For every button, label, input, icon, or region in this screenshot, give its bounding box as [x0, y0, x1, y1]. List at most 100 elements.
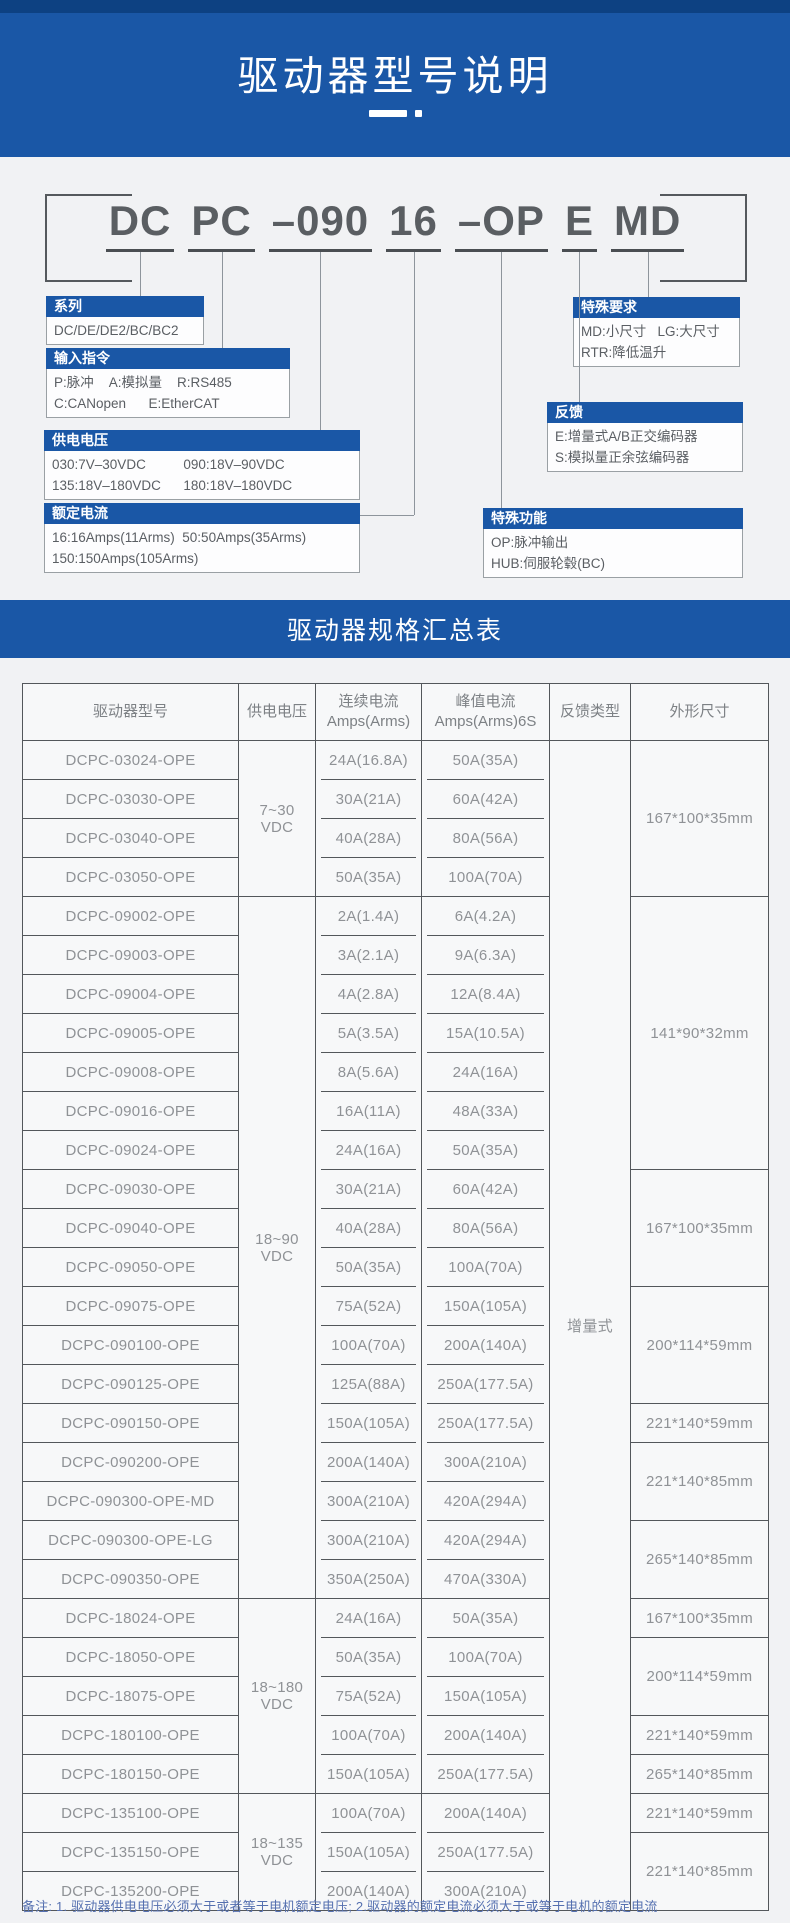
top-banner — [0, 13, 790, 157]
cell-model: DCPC-09040-OPE — [23, 1209, 239, 1248]
cell-peak-current: 420A(294A) — [422, 1482, 550, 1521]
callout-input-command-body: P:脉冲 A:模拟量 R:RS485 C:CANopen E:EtherCAT — [46, 369, 290, 418]
top-dark-strip — [0, 0, 790, 13]
cell-model: DCPC-135100-OPE — [23, 1794, 239, 1833]
model-token-1: PC — [188, 197, 255, 253]
cell-continuous-current: 8A(5.6A) — [316, 1053, 422, 1092]
cell-model: DCPC-03050-OPE — [23, 858, 239, 897]
cell-continuous-current: 100A(70A) — [316, 1794, 422, 1833]
callout-feedback-title: 反馈 — [547, 402, 743, 423]
cell-model: DCPC-18050-OPE — [23, 1638, 239, 1677]
callout-rated-current-body: 16:16Amps(11Arms) 50:50Amps(35Arms) 150:1… — [44, 524, 360, 573]
cell-continuous-current: 75A(52A) — [316, 1287, 422, 1326]
callout-line: OP:脉冲输出 — [491, 535, 569, 550]
cell-peak-current: 6A(4.2A) — [422, 897, 550, 936]
table-row: DCPC-135200-OPE 200A(140A) 300A(210A) — [23, 1872, 768, 1910]
cell-continuous-current: 50A(35A) — [316, 1248, 422, 1287]
cell-peak-current: 100A(70A) — [422, 1638, 550, 1677]
cell-model: DCPC-090300-OPE-MD — [23, 1482, 239, 1521]
model-token-4: –OP — [454, 197, 548, 253]
table-row: DCPC-180100-OPE 100A(70A) 200A(140A) 221*14… — [23, 1716, 768, 1755]
cell-continuous-current: 150A(105A) — [316, 1404, 422, 1443]
leader-elbow — [360, 515, 414, 516]
title-divider — [0, 110, 790, 117]
table-row: DCPC-09002-OPE 18~90 VDC 2A(1.4A) 6A(4.2A) 1… — [23, 897, 768, 1599]
callout-special-func: 特殊功能 OP:脉冲输出 HUB:伺服轮毂(BC) — [483, 508, 743, 578]
cell-dimensions: 141*90*32mm — [631, 897, 768, 1170]
cell-peak-current: 50A(35A) — [422, 1131, 550, 1170]
cell-model: DCPC-180150-OPE — [23, 1755, 239, 1794]
callout-special-req-title: 特殊要求 — [573, 297, 740, 318]
callout-supply-voltage-title: 供电电压 — [44, 430, 360, 451]
cell-model: DCPC-09008-OPE — [23, 1053, 239, 1092]
cell-model: DCPC-09050-OPE — [23, 1248, 239, 1287]
table-row: DCPC-09024-OPE 24A(16A) 50A(35A) — [23, 1131, 768, 1170]
table-row: DCPC-09004-OPE 4A(2.8A) 12A(8.4A) — [23, 975, 768, 1014]
cell-peak-current: 250A(177.5A) — [422, 1404, 550, 1443]
cell-model: DCPC-090150-OPE — [23, 1404, 239, 1443]
cell-voltage: 18~180 VDC — [239, 1599, 316, 1794]
leader-line — [222, 252, 223, 348]
table-row: DCPC-09008-OPE 8A(5.6A) 24A(16A) — [23, 1053, 768, 1092]
cell-dimensions: 200*114*59mm — [631, 1638, 768, 1716]
cell-continuous-current: 16A(11A) — [316, 1092, 422, 1131]
leader-line — [648, 252, 649, 297]
leader-line — [320, 252, 321, 430]
cell-dimensions: 221*140*85mm — [645, 1863, 753, 1880]
cell-model: DCPC-03040-OPE — [23, 819, 239, 858]
cell-dimensions: 221*140*59mm — [631, 1404, 768, 1443]
cell-dimensions: 167*100*35mm — [631, 1599, 768, 1638]
cell-model: DCPC-09003-OPE — [23, 936, 239, 975]
cell-peak-current: 12A(8.4A) — [422, 975, 550, 1014]
callout-rated-current-title: 额定电流 — [44, 503, 360, 524]
cell-model: DCPC-03030-OPE — [23, 780, 239, 819]
callout-rated-current: 额定电流 16:16Amps(11Arms) 50:50Amps(35Arms) 1… — [44, 503, 360, 573]
cell-dimensions: 221*140*59mm — [631, 1716, 768, 1755]
footnote: 备注: 1. 驱动器供电电压必须大于或者等于电机额定电压; 2.驱动器的额定电流… — [22, 1899, 658, 1914]
cell-continuous-current: 24A(16A) — [316, 1599, 422, 1638]
callout-special-req-body: MD:小尺寸 LG:大尺寸 RTR:降低温升 — [573, 318, 740, 367]
column-header-2: 连续电流 Amps(Arms) — [316, 684, 422, 741]
cell-voltage: 18~90 VDC — [239, 897, 316, 1599]
cell-peak-current: 470A(330A) — [422, 1560, 550, 1599]
callout-special-req: 特殊要求 MD:小尺寸 LG:大尺寸 RTR:降低温升 — [573, 297, 740, 367]
callout-line: HUB:伺服轮毂(BC) — [491, 556, 605, 571]
cell-peak-current: 250A(177.5A) — [422, 1365, 550, 1404]
leader-line — [501, 252, 502, 508]
cell-peak-current: 200A(140A) — [422, 1716, 550, 1755]
cell-peak-current: 80A(56A) — [422, 819, 550, 858]
cell-peak-current: 100A(70A) — [422, 1248, 550, 1287]
cell-model: DCPC-09004-OPE — [23, 975, 239, 1014]
callout-line: E:增量式A/B正交编码器 — [555, 429, 698, 444]
spec-table: 驱动器型号 供电电压 连续电流 Amps(Arms) 峰值电流 Amps(Arms)6… — [22, 683, 769, 1911]
cell-continuous-current: 50A(35A) — [316, 1638, 422, 1677]
cell-model: DCPC-09075-OPE — [23, 1287, 239, 1326]
cell-peak-current: 50A(35A) — [422, 1599, 550, 1638]
cell-model: DCPC-090200-OPE — [23, 1443, 239, 1482]
cell-model: DCPC-090100-OPE — [23, 1326, 239, 1365]
summary-title: 驱动器规格汇总表 — [286, 617, 503, 645]
cell-peak-current: 60A(42A) — [422, 1170, 550, 1209]
cell-peak-current: 150A(105A) — [422, 1677, 550, 1716]
table-row: DCPC-09050-OPE 50A(35A) 100A(70A) — [23, 1248, 768, 1287]
cell-peak-current: 48A(33A) — [422, 1092, 550, 1131]
cell-peak-current: 15A(10.5A) — [422, 1014, 550, 1053]
callout-line: S:模拟量正余弦编码器 — [555, 450, 690, 465]
cell-continuous-current: 3A(2.1A) — [316, 936, 422, 975]
leader-line — [140, 252, 141, 296]
callout-line: 150:150Amps(105Arms) — [52, 551, 199, 566]
bracket-right-icon — [660, 194, 747, 282]
table-row: DCPC-090350-OPE 350A(250A) 470A(330A) — [23, 1560, 768, 1599]
cell-continuous-current: 200A(140A) — [316, 1443, 422, 1482]
cell-peak-current: 60A(42A) — [422, 780, 550, 819]
cell-model: DCPC-03024-OPE — [23, 741, 239, 780]
table-row: DCPC-09040-OPE 40A(28A) 80A(56A) — [23, 1209, 768, 1248]
cell-peak-current: 100A(70A) — [422, 858, 550, 897]
column-header-4: 反馈类型 — [550, 684, 631, 741]
model-token-5: E — [561, 197, 597, 253]
cell-dimensions: 221*140*85mm — [631, 1443, 768, 1521]
cell-continuous-current: 30A(21A) — [316, 780, 422, 819]
column-header-0: 驱动器型号 — [23, 684, 239, 741]
cell-model: DCPC-09005-OPE — [23, 1014, 239, 1053]
